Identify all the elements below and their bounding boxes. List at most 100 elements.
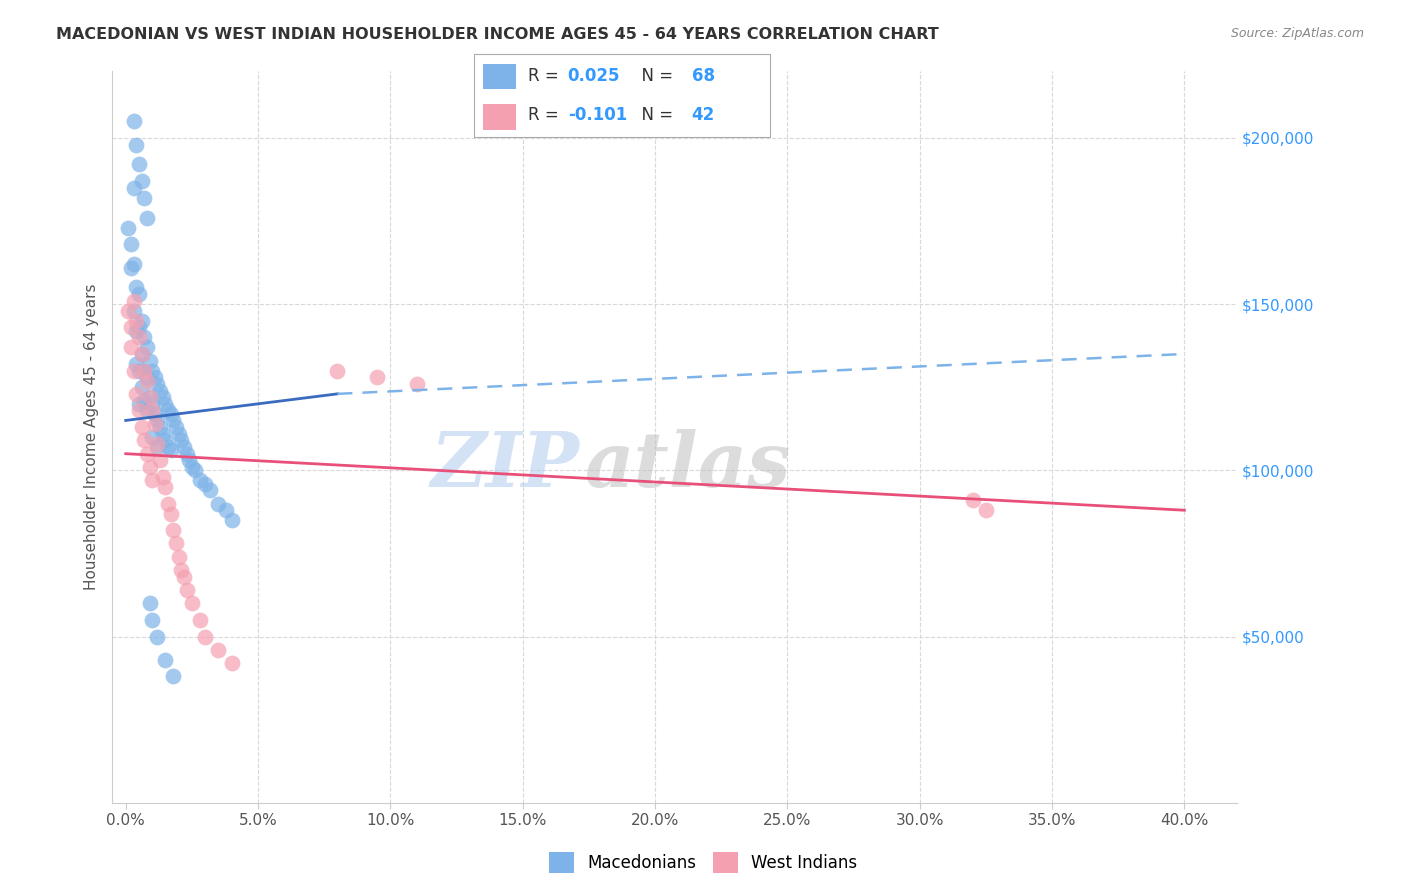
Point xyxy=(159,443,181,458)
Point xyxy=(125,137,148,152)
Point xyxy=(135,211,157,225)
Legend: Macedonians, West Indians: Macedonians, West Indians xyxy=(543,846,863,880)
Point xyxy=(134,363,156,377)
Point xyxy=(183,463,205,477)
Point xyxy=(128,287,150,301)
Point xyxy=(125,314,148,328)
Point xyxy=(215,503,238,517)
Point xyxy=(135,374,157,388)
Point xyxy=(157,497,180,511)
Point xyxy=(135,370,157,384)
Point xyxy=(134,363,156,377)
Point xyxy=(221,656,243,670)
Text: MACEDONIAN VS WEST INDIAN HOUSEHOLDER INCOME AGES 45 - 64 YEARS CORRELATION CHAR: MACEDONIAN VS WEST INDIAN HOUSEHOLDER IN… xyxy=(56,27,939,42)
Point xyxy=(122,257,145,271)
Point xyxy=(200,483,222,498)
Point xyxy=(134,191,156,205)
Point xyxy=(152,426,174,441)
Point xyxy=(405,376,427,391)
Bar xyxy=(484,63,516,89)
Point xyxy=(143,407,166,421)
Text: 68: 68 xyxy=(692,68,714,86)
Point xyxy=(143,417,166,431)
Point xyxy=(135,403,157,417)
Point xyxy=(120,320,142,334)
Point xyxy=(157,403,180,417)
Point xyxy=(135,340,157,354)
Point xyxy=(131,420,153,434)
Point xyxy=(128,403,150,417)
Point xyxy=(188,613,211,627)
Point xyxy=(167,549,190,564)
Point xyxy=(155,480,177,494)
Point xyxy=(170,563,193,577)
Point xyxy=(159,507,181,521)
Y-axis label: Householder Income Ages 45 - 64 years: Householder Income Ages 45 - 64 years xyxy=(83,284,98,591)
Text: 0.025: 0.025 xyxy=(568,68,620,86)
Text: Source: ZipAtlas.com: Source: ZipAtlas.com xyxy=(1230,27,1364,40)
Point xyxy=(125,280,148,294)
Point xyxy=(162,413,184,427)
Point xyxy=(207,643,229,657)
Point xyxy=(180,460,202,475)
Point xyxy=(138,390,160,404)
Point xyxy=(141,473,163,487)
Point xyxy=(122,363,145,377)
Point xyxy=(194,630,217,644)
Point xyxy=(125,357,148,371)
Point xyxy=(188,473,211,487)
Point xyxy=(138,460,160,475)
Text: R =: R = xyxy=(529,68,564,86)
FancyBboxPatch shape xyxy=(474,54,770,137)
Point xyxy=(122,180,145,194)
Point xyxy=(173,570,195,584)
Point xyxy=(157,440,180,454)
Point xyxy=(159,407,181,421)
Point xyxy=(180,596,202,610)
Point xyxy=(146,413,169,427)
Point xyxy=(134,434,156,448)
Point xyxy=(125,387,148,401)
Text: -0.101: -0.101 xyxy=(568,106,627,124)
Point xyxy=(326,363,349,377)
Point xyxy=(138,596,160,610)
Point xyxy=(146,436,169,450)
Text: ZIP: ZIP xyxy=(430,429,579,503)
Point xyxy=(120,340,142,354)
Point xyxy=(122,114,145,128)
Point xyxy=(125,324,148,338)
Point xyxy=(135,447,157,461)
Text: 42: 42 xyxy=(692,106,714,124)
Point xyxy=(131,347,153,361)
Point xyxy=(134,330,156,344)
Point xyxy=(128,157,150,171)
Point xyxy=(155,397,177,411)
Point xyxy=(176,447,198,461)
Point xyxy=(122,293,145,308)
Point xyxy=(146,630,169,644)
Point xyxy=(141,403,163,417)
Point xyxy=(138,390,160,404)
Point xyxy=(138,353,160,368)
Point xyxy=(128,363,150,377)
Point xyxy=(155,434,177,448)
Text: N =: N = xyxy=(631,68,679,86)
Point xyxy=(131,314,153,328)
Text: atlas: atlas xyxy=(585,429,792,503)
Point xyxy=(131,347,153,361)
Point xyxy=(141,363,163,377)
Point xyxy=(152,470,174,484)
Point xyxy=(165,536,187,550)
Point xyxy=(974,503,997,517)
Point xyxy=(167,426,190,441)
Point xyxy=(152,390,174,404)
Text: R =: R = xyxy=(529,106,564,124)
Point xyxy=(179,453,201,467)
Point xyxy=(134,393,156,408)
Point xyxy=(149,420,172,434)
Point xyxy=(122,303,145,318)
Point xyxy=(146,440,169,454)
Point xyxy=(162,523,184,537)
Point xyxy=(141,397,163,411)
Point xyxy=(366,370,388,384)
